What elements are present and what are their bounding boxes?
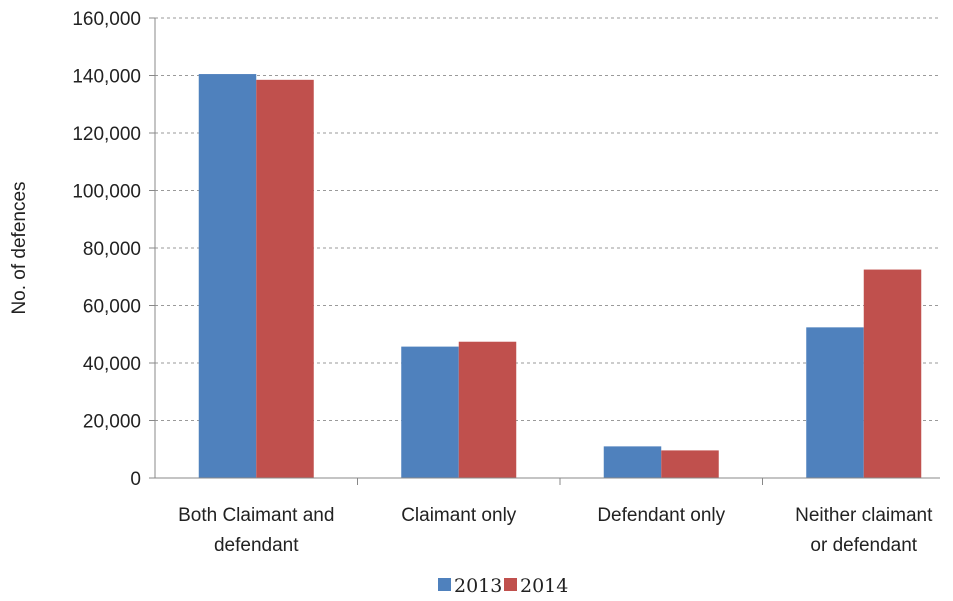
bar-2014-0	[256, 79, 314, 478]
bar-2013-1	[401, 346, 459, 478]
y-tick-label: 80,000	[83, 239, 141, 260]
x-category-label: Defendant only	[597, 505, 725, 526]
legend-label-2014: 2014	[520, 575, 568, 597]
y-axis-ticks: 0 20,000 40,000 60,000 80,000 100,000 120,000 1…	[72, 9, 155, 490]
bar-2014-1	[458, 341, 517, 478]
y-tick-label: 140,000	[72, 67, 141, 88]
bar-2013-3	[806, 327, 864, 478]
x-axis	[154, 18, 940, 485]
x-category-label-line: Defendant only	[597, 505, 725, 526]
legend: 2013 2014	[438, 575, 568, 597]
bars	[198, 74, 922, 478]
y-tick-label: 60,000	[83, 297, 141, 318]
bar-2013-2	[603, 446, 662, 478]
y-tick-label: 40,000	[83, 354, 141, 375]
x-category-label: Claimant only	[401, 505, 517, 526]
x-category-label: Neither claimant or defendant	[795, 505, 933, 556]
x-category-label-line: defendant	[214, 535, 299, 556]
y-tick-label: 20,000	[83, 412, 141, 433]
legend-label-2013: 2013	[454, 575, 502, 597]
bar-2013-0	[198, 74, 257, 478]
legend-swatch-2013	[438, 578, 451, 591]
bar-2014-2	[661, 450, 719, 478]
bar-2014-3	[863, 269, 922, 478]
y-tick-label: 120,000	[72, 124, 141, 145]
y-axis-title: No. of defences	[9, 181, 30, 314]
x-category-label-line: Claimant only	[401, 505, 517, 526]
x-category-label: Both Claimant and defendant	[178, 505, 334, 556]
x-category-label-line: Neither claimant	[795, 505, 933, 526]
legend-swatch-2014	[504, 578, 517, 591]
x-axis-category-labels: Both Claimant and defendant Claimant only D…	[178, 505, 933, 556]
y-tick-label: 0	[130, 469, 141, 490]
x-category-label-line: Both Claimant and	[178, 505, 334, 526]
y-tick-label: 100,000	[72, 182, 141, 203]
x-category-label-line: or defendant	[810, 535, 917, 556]
y-tick-label: 160,000	[72, 9, 141, 30]
